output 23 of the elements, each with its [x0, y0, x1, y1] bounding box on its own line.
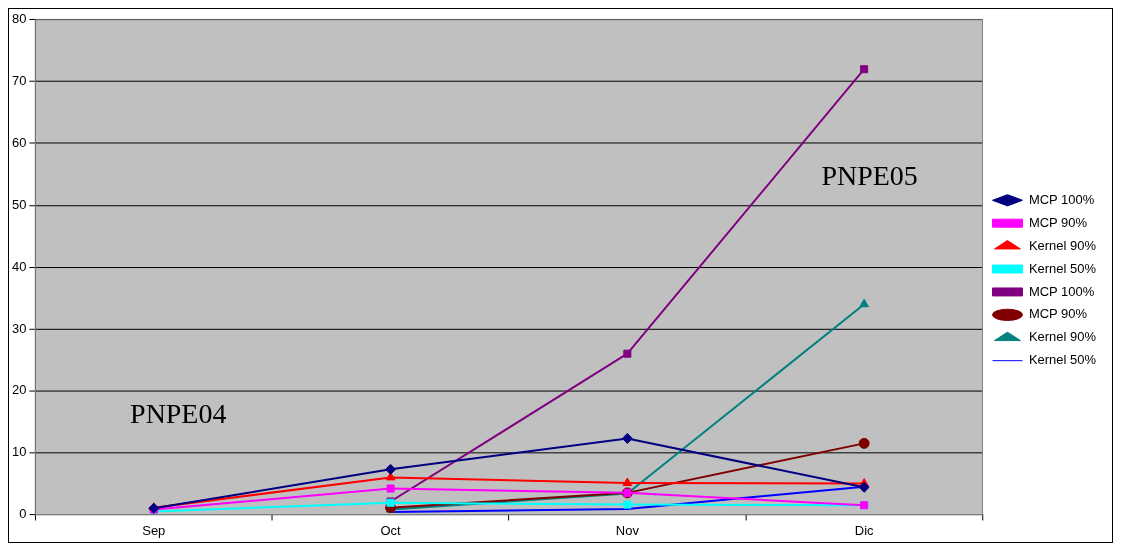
- y-tick-label: 70: [11, 73, 27, 89]
- y-tick-label: 10: [11, 444, 27, 460]
- legend-label: MCP 90%: [1028, 306, 1088, 322]
- legend-label: MCP 100%: [1028, 283, 1095, 299]
- y-tick-label: 0: [19, 506, 27, 522]
- y-tick-label: 80: [11, 11, 27, 27]
- y-tick-label: 40: [11, 258, 27, 274]
- y-tick-label: 30: [11, 320, 27, 336]
- annotation: PNPE05: [821, 160, 918, 192]
- legend-label: Kernel 90%: [1028, 237, 1097, 253]
- legend-label: Kernel 50%: [1028, 352, 1097, 368]
- y-tick-label: 50: [11, 196, 27, 212]
- annotation: PNPE04: [130, 397, 227, 429]
- x-tick-label: Oct: [380, 522, 402, 538]
- legend-label: Kernel 90%: [1028, 329, 1097, 345]
- y-tick-label: 60: [11, 135, 27, 151]
- legend-label: MCP 100%: [1028, 191, 1095, 207]
- y-tick-label: 20: [11, 382, 27, 398]
- x-tick-label: Nov: [615, 522, 640, 538]
- x-tick-label: Dic: [854, 522, 875, 538]
- legend-label: Kernel 50%: [1028, 260, 1097, 276]
- legend-label: MCP 90%: [1028, 214, 1088, 230]
- x-tick-label: Sep: [142, 522, 166, 538]
